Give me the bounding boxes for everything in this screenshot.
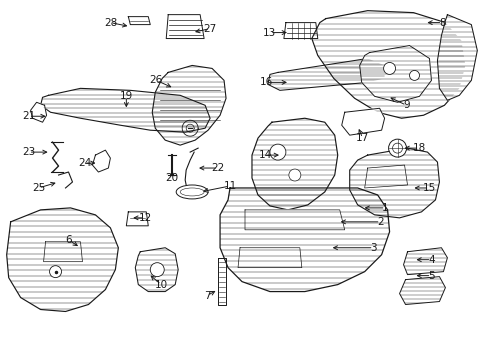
Text: 8: 8 [438,18,445,28]
Circle shape [150,263,164,276]
Text: 7: 7 [203,291,210,301]
Polygon shape [403,248,447,275]
Text: 10: 10 [154,280,167,289]
Polygon shape [220,188,389,292]
Text: 12: 12 [139,213,152,223]
Polygon shape [43,242,82,262]
Text: 4: 4 [427,255,434,265]
Polygon shape [437,15,476,100]
Text: 20: 20 [165,173,179,183]
Polygon shape [341,108,384,135]
Ellipse shape [180,188,203,196]
Polygon shape [41,88,210,132]
Polygon shape [166,15,203,39]
Polygon shape [244,210,344,230]
Polygon shape [92,150,110,172]
Circle shape [383,62,395,75]
Text: 11: 11 [223,181,236,191]
Polygon shape [359,45,430,102]
Polygon shape [349,148,439,218]
Text: 9: 9 [403,100,409,110]
Text: 1: 1 [382,203,388,213]
Text: 18: 18 [412,143,425,153]
Text: 13: 13 [263,28,276,37]
Text: 16: 16 [259,77,272,87]
Text: 2: 2 [377,217,383,227]
Polygon shape [7,208,118,311]
Text: 19: 19 [120,91,133,101]
Circle shape [388,139,406,157]
Polygon shape [238,248,301,268]
Text: 3: 3 [369,243,376,253]
Text: 23: 23 [22,147,35,157]
Polygon shape [399,276,445,305]
Text: 21: 21 [22,111,35,121]
Polygon shape [31,102,46,122]
Circle shape [49,266,61,278]
Circle shape [408,71,419,80]
Text: 22: 22 [211,163,224,173]
Polygon shape [152,66,225,145]
Text: 15: 15 [422,183,435,193]
Text: 17: 17 [355,133,368,143]
Polygon shape [218,258,225,305]
Text: 26: 26 [149,75,163,85]
Polygon shape [364,165,407,188]
Text: 28: 28 [103,18,117,28]
Circle shape [269,144,285,160]
Polygon shape [128,17,150,24]
Polygon shape [135,248,178,292]
Text: 27: 27 [203,24,216,33]
Polygon shape [126,212,148,226]
Polygon shape [284,23,317,39]
Polygon shape [311,11,465,118]
Text: 24: 24 [78,158,91,168]
Text: 6: 6 [65,235,72,245]
Circle shape [392,143,402,153]
Circle shape [288,169,300,181]
Text: 25: 25 [32,183,45,193]
Polygon shape [267,58,384,90]
Text: 5: 5 [427,271,434,281]
Text: 14: 14 [258,150,271,160]
Polygon shape [251,118,337,210]
Ellipse shape [176,185,208,199]
